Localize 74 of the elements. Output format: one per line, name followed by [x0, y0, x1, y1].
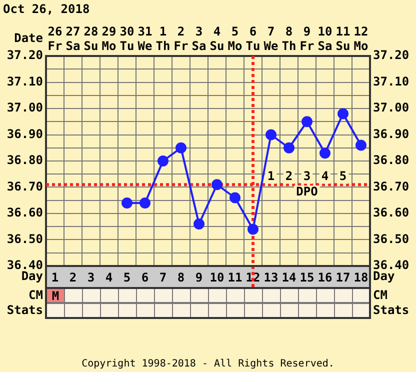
- point: [284, 142, 294, 154]
- x2-tick-label: 7: [159, 270, 167, 284]
- x-tick-label: 26 Fr: [48, 24, 62, 53]
- x2-tick-label: 15: [300, 270, 314, 284]
- y2-tick-label: 37.10: [373, 74, 410, 88]
- x2-tick-label: 4: [105, 270, 113, 284]
- x-tick-label: 4 Su: [210, 24, 224, 53]
- y2-tick-label: 36.70: [373, 179, 410, 194]
- text: Copyright 1998-2018 - All Rights Reserved.: [82, 358, 334, 370]
- x-tick-label: 2 Fr: [174, 24, 188, 53]
- y2-tick-label: 36.50: [373, 232, 410, 246]
- x2-tick-label: 11: [228, 270, 242, 284]
- x2-tick-label: 9: [195, 270, 203, 284]
- point: [140, 198, 150, 208]
- point: [194, 218, 204, 230]
- point: [122, 198, 132, 208]
- x-tick-label: 3 Sa: [192, 24, 206, 53]
- y-tick-label: 36.60: [6, 206, 43, 220]
- point: [338, 108, 348, 120]
- x-tick-label: 1 Th: [156, 24, 170, 53]
- y-tick-label: 37.10: [6, 74, 43, 88]
- y-tick-label: 36.70: [6, 179, 43, 194]
- y-tick-label: 36.50: [6, 232, 43, 246]
- point: [320, 148, 330, 159]
- y2-tick-label: 36.60: [373, 206, 410, 220]
- y-tick-label: 36.90: [6, 126, 43, 141]
- x2-tick-label: 8: [177, 270, 185, 284]
- point: [356, 140, 366, 151]
- annotation: DPO: [296, 184, 318, 199]
- x2-tick-label: 18: [354, 270, 368, 284]
- x2-tick-label: 10: [210, 270, 224, 284]
- chart-title: Oct 26, 2018: [3, 2, 90, 16]
- point: [158, 156, 168, 166]
- point: [302, 116, 312, 128]
- x2-tick-label: 17: [336, 270, 350, 284]
- x-tick-label: 9 Fr: [300, 24, 314, 53]
- annotation: 3: [303, 168, 311, 183]
- x2-tick-label: 1: [51, 270, 59, 284]
- x2-tick-label: 2: [69, 270, 77, 284]
- annotation: 2: [285, 168, 293, 183]
- x2-tick-label: 13: [264, 270, 278, 284]
- x2-tick-label: 6: [141, 270, 149, 284]
- x2-tick-label: 16: [318, 270, 332, 284]
- x-axis-title: Date: [14, 31, 43, 46]
- annotation: 5: [339, 168, 347, 183]
- point: [266, 129, 276, 140]
- y-tick-label: 37.20: [6, 48, 43, 62]
- x2-tick-label: 14: [282, 270, 296, 284]
- x-tick-label: 5 Mo: [228, 24, 242, 53]
- x2-tick-label: 5: [123, 270, 131, 284]
- x-tick-label: 7 We: [264, 24, 278, 53]
- point: [230, 192, 240, 204]
- x-tick-label: 11 Su: [336, 24, 350, 53]
- y2-tick-label: 36.90: [373, 126, 410, 141]
- x-tick-label: 31 We: [138, 24, 152, 53]
- point: [248, 224, 258, 235]
- x-tick-label: 27 Sa: [66, 24, 80, 53]
- annotation: 1: [267, 168, 275, 183]
- x2-tick-label: 3: [87, 270, 95, 284]
- y2-tick-label: 37.00: [373, 100, 410, 115]
- x-tick-label: 29 Mo: [102, 24, 116, 53]
- annotation: 4: [321, 168, 329, 183]
- y-tick-label: 36.80: [6, 153, 43, 168]
- y2-tick-label: 36.80: [373, 153, 410, 168]
- x-tick-label: 30 Tu: [120, 24, 134, 53]
- y2-tick-label: 37.20: [373, 48, 410, 62]
- point: [212, 179, 222, 190]
- x-tick-label: 12 Mo: [354, 24, 368, 53]
- x-tick-label: 10 Sa: [318, 24, 332, 53]
- point: [176, 142, 186, 154]
- x-tick-label: 8 Th: [282, 24, 296, 53]
- x-tick-label: 28 Su: [84, 24, 98, 53]
- x-tick-label: 6 Tu: [246, 24, 260, 53]
- y-tick-label: 37.00: [6, 100, 43, 115]
